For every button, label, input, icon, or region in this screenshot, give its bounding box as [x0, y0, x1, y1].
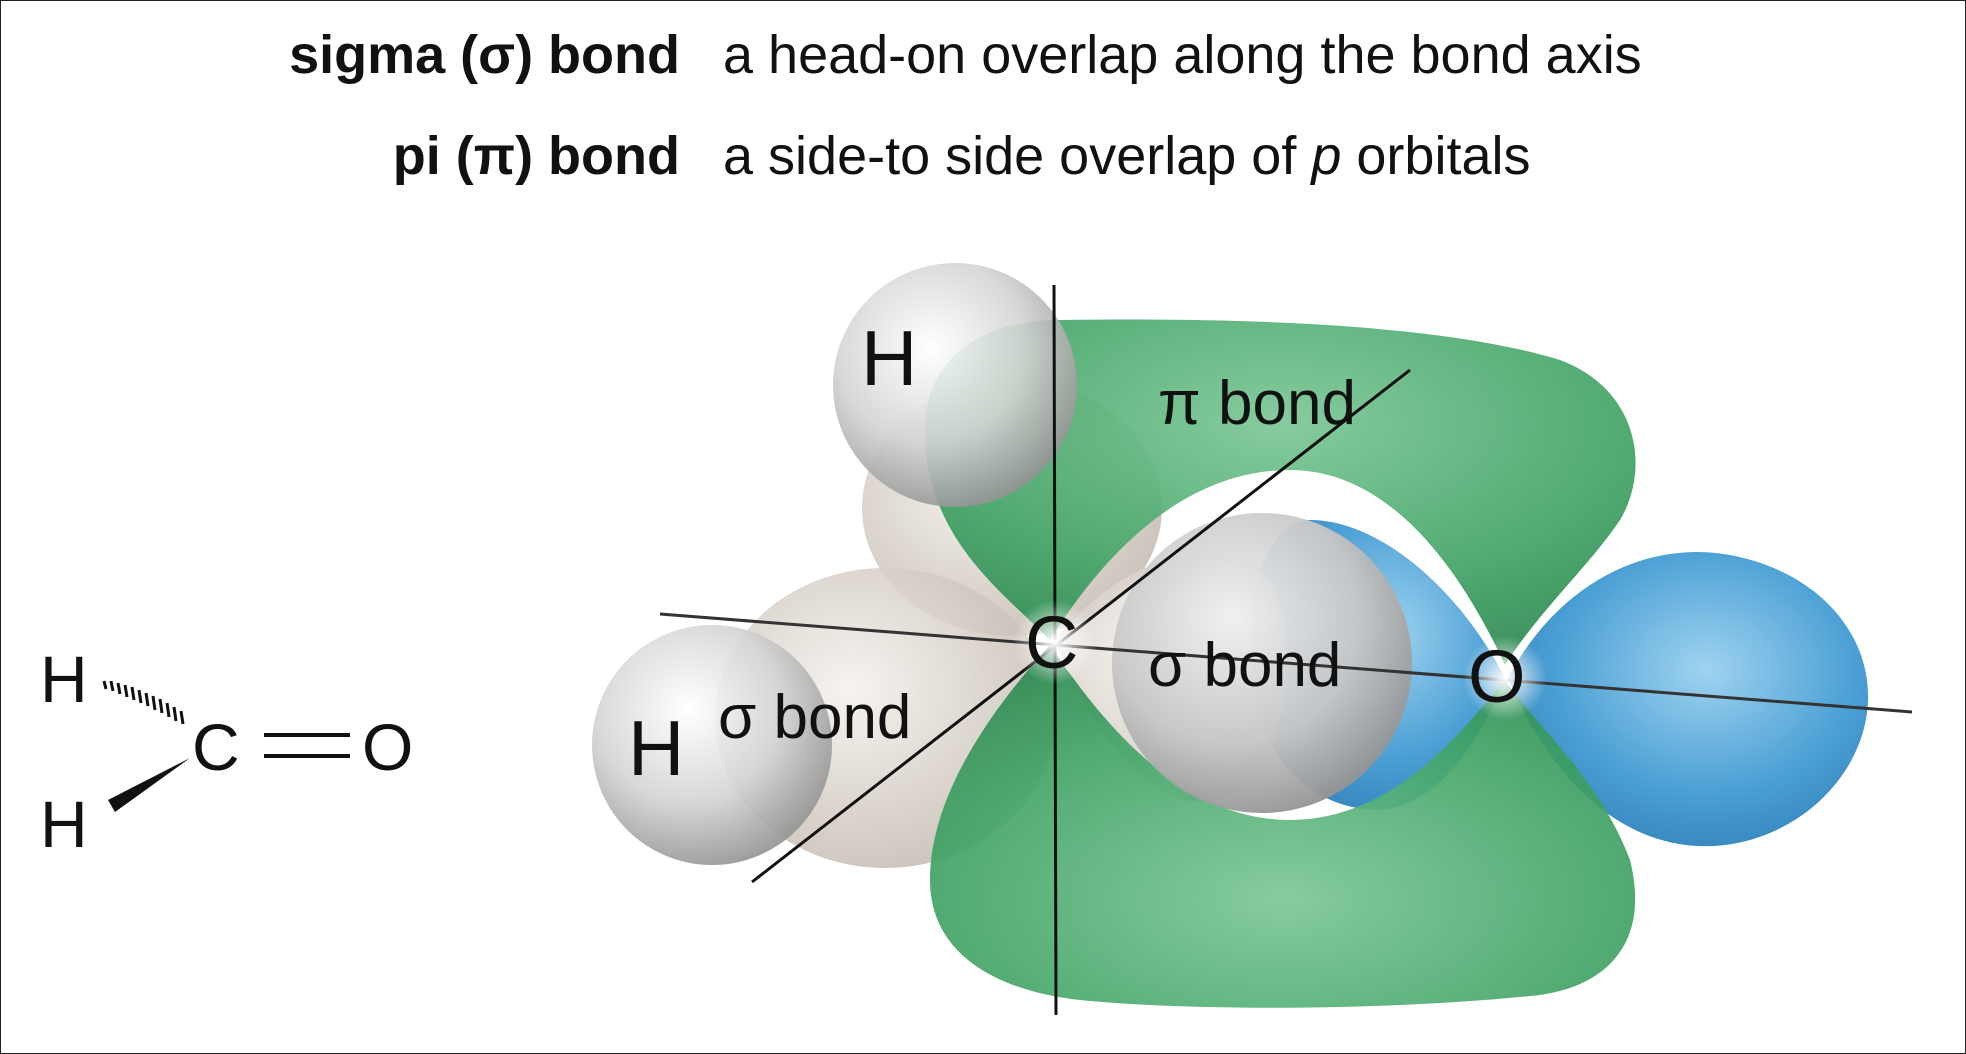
- structure-carbon: C: [192, 710, 240, 784]
- sigma-ch-bond-label: σ bond: [718, 683, 911, 752]
- pi-description-prefix: a side-to side overlap of: [723, 126, 1312, 186]
- hashed-wedge-bond: [102, 680, 185, 725]
- pi-orbital-bottom: [930, 645, 1636, 1008]
- sigma-description: a head-on overlap along the bond axis: [723, 25, 1642, 85]
- pi-description-italic: p: [1311, 126, 1342, 186]
- structure-h-bottom: H: [40, 787, 88, 861]
- pi-description: a side-to side overlap of p orbitals: [723, 125, 1530, 187]
- model-carbon: C: [1025, 601, 1078, 684]
- orbital-model: H H C O π bond σ bond σ bond: [592, 263, 1913, 1016]
- solid-wedge-bond: [108, 758, 190, 812]
- pi-bond-label: π bond: [1158, 369, 1356, 438]
- model-h-lower: H: [628, 704, 684, 792]
- pi-orbital-top: [924, 319, 1636, 665]
- carbon-glow: [1013, 600, 1097, 684]
- sigma-co-orbital: [1112, 513, 1412, 813]
- oxygen-glow: [1463, 636, 1547, 720]
- model-oxygen: O: [1468, 635, 1526, 718]
- structure-h-top: H: [40, 642, 88, 716]
- structure-oxygen: O: [362, 710, 413, 784]
- bond-axis: [659, 612, 1913, 714]
- sigma-term: sigma (σ) bond: [289, 25, 680, 85]
- model-h-upper: H: [861, 314, 917, 402]
- hydrogen-sphere-upper: [833, 263, 1077, 507]
- pi-description-suffix: orbitals: [1341, 126, 1531, 186]
- oxygen-p-lobe: [1508, 551, 1869, 847]
- pi-term: pi (π) bond: [392, 126, 680, 186]
- hydrogen-sphere-lower: [592, 625, 832, 865]
- skeletal-structure: H H C O: [40, 642, 413, 861]
- sigma-co-bond-label: σ bond: [1148, 631, 1341, 700]
